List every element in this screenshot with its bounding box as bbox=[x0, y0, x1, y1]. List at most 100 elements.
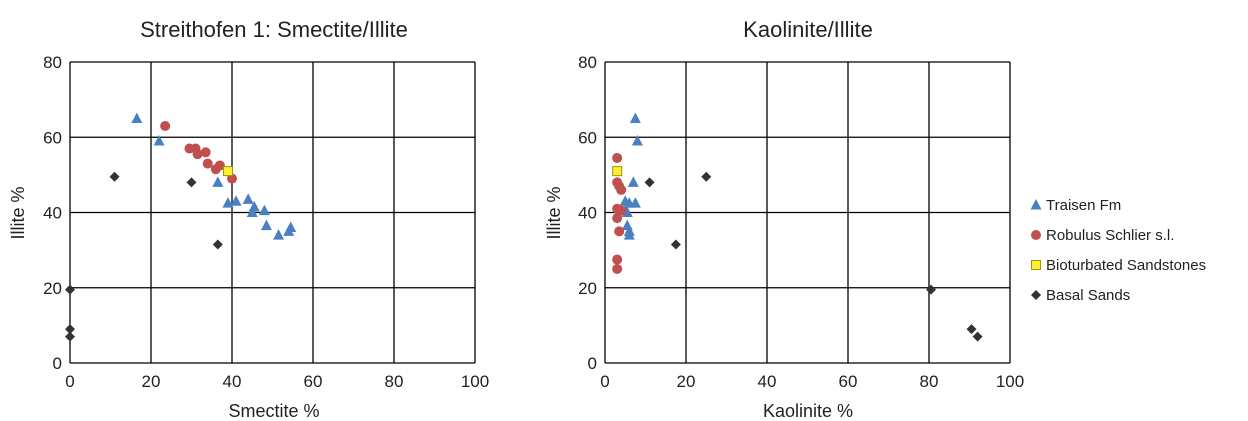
x-tick-label: 60 bbox=[304, 372, 323, 391]
x-tick-label: 0 bbox=[65, 372, 74, 391]
data-point bbox=[153, 135, 165, 146]
gridlines bbox=[604, 61, 1011, 364]
x-tick-label: 20 bbox=[677, 372, 696, 391]
data-point bbox=[202, 158, 213, 169]
smectite-illite-chart: Streithofen 1: Smectite/Illite 0 20 40 60 80… bbox=[8, 17, 489, 421]
data-point bbox=[65, 331, 75, 342]
data-point bbox=[258, 204, 270, 216]
y-tick-label: 40 bbox=[43, 204, 62, 223]
series-traisen-fm bbox=[131, 112, 297, 240]
y-tick-label: 60 bbox=[43, 128, 62, 147]
data-point bbox=[65, 324, 75, 335]
data-point bbox=[629, 112, 641, 123]
data-point bbox=[966, 324, 977, 335]
data-point bbox=[109, 171, 120, 182]
x-tick-label: 80 bbox=[385, 372, 404, 391]
data-point bbox=[222, 197, 234, 208]
y-tick-label: 0 bbox=[53, 354, 62, 373]
x-tick-label: 20 bbox=[142, 372, 161, 391]
data-point bbox=[616, 184, 627, 195]
data-point bbox=[644, 177, 655, 188]
data-point bbox=[629, 197, 641, 208]
data-point bbox=[972, 331, 983, 342]
data-point bbox=[616, 205, 627, 216]
y-tick-label: 60 bbox=[578, 128, 597, 147]
data-point bbox=[612, 254, 623, 265]
series-robulus-schlier-s-l bbox=[160, 120, 237, 184]
y-tick-label: 0 bbox=[588, 354, 597, 373]
kaolinite-illite-chart: Kaolinite/Illite 0 20 40 60 80 100 0 20 40 60 80 K… bbox=[544, 17, 1024, 421]
data-point bbox=[230, 195, 242, 206]
data-point bbox=[670, 239, 681, 250]
data-point bbox=[612, 152, 623, 163]
legend-item: Robulus Schlier s.l. bbox=[1031, 227, 1174, 244]
data-point bbox=[212, 239, 223, 250]
x-axis-label: Kaolinite % bbox=[763, 401, 853, 421]
legend-label: Robulus Schlier s.l. bbox=[1046, 227, 1174, 244]
data-point bbox=[623, 229, 635, 240]
data-point bbox=[214, 160, 225, 171]
data-point bbox=[614, 226, 625, 237]
legend-label: Basal Sands bbox=[1046, 287, 1130, 304]
tick-labels: 0 20 40 60 80 100 0 20 40 60 80 bbox=[578, 53, 1024, 391]
legend-item: Traisen Fm bbox=[1030, 197, 1121, 214]
x-tick-label: 60 bbox=[839, 372, 858, 391]
data-point bbox=[621, 219, 633, 231]
data-point bbox=[200, 147, 211, 158]
data-point bbox=[627, 176, 639, 187]
y-tick-label: 80 bbox=[578, 53, 597, 72]
legend-marker bbox=[1031, 230, 1041, 240]
data-point bbox=[192, 149, 203, 160]
y-axis-label: Illite % bbox=[544, 186, 564, 239]
legend-item: Basal Sands bbox=[1031, 287, 1130, 304]
series-bioturbated-sandstones bbox=[222, 166, 233, 177]
data-point bbox=[273, 229, 285, 240]
x-tick-label: 100 bbox=[996, 372, 1024, 391]
series-basal-sands bbox=[644, 171, 983, 342]
data-point bbox=[242, 193, 254, 204]
data-point bbox=[926, 284, 937, 295]
data-point bbox=[65, 284, 75, 295]
series-traisen-fm bbox=[619, 112, 643, 240]
x-tick-label: 40 bbox=[223, 372, 242, 391]
x-tick-label: 40 bbox=[758, 372, 777, 391]
legend-label: Traisen Fm bbox=[1046, 197, 1121, 214]
data-point bbox=[186, 177, 197, 188]
tick-labels: 0 20 40 60 80 100 0 20 40 60 80 bbox=[43, 53, 489, 391]
legend-label: Bioturbated Sandstones bbox=[1046, 257, 1206, 274]
data-point bbox=[701, 171, 712, 182]
legend: Traisen Fm Robulus Schlier s.l. Bioturbate… bbox=[1030, 197, 1206, 304]
data-point bbox=[227, 173, 237, 184]
data-point bbox=[631, 135, 643, 146]
data-point bbox=[131, 112, 143, 123]
y-tick-label: 20 bbox=[578, 279, 597, 298]
y-tick-label: 80 bbox=[43, 53, 62, 72]
legend-marker bbox=[1031, 260, 1041, 270]
data-point bbox=[612, 263, 623, 274]
chart-title: Kaolinite/Illite bbox=[743, 17, 873, 42]
data-point bbox=[621, 206, 633, 217]
data-point bbox=[285, 221, 297, 233]
gridlines bbox=[69, 61, 476, 364]
data-point bbox=[612, 213, 623, 224]
series-basal-sands bbox=[65, 171, 223, 342]
chart-title: Streithofen 1: Smectite/Illite bbox=[140, 17, 408, 42]
data-point bbox=[246, 206, 258, 217]
x-tick-label: 0 bbox=[600, 372, 609, 391]
y-axis-label: Illite % bbox=[8, 186, 28, 239]
data-point bbox=[222, 166, 233, 177]
legend-marker bbox=[1030, 199, 1042, 210]
y-tick-label: 20 bbox=[43, 279, 62, 298]
series-robulus-schlier-s-l bbox=[612, 152, 627, 274]
data-point bbox=[248, 200, 260, 212]
y-tick-label: 40 bbox=[578, 204, 597, 223]
data-point bbox=[612, 166, 623, 177]
data-point bbox=[260, 219, 272, 231]
data-point bbox=[212, 176, 224, 187]
x-axis-label: Smectite % bbox=[228, 401, 319, 421]
legend-item: Bioturbated Sandstones bbox=[1031, 257, 1206, 274]
legend-marker bbox=[1031, 290, 1041, 300]
x-tick-label: 80 bbox=[920, 372, 939, 391]
x-tick-label: 100 bbox=[461, 372, 489, 391]
